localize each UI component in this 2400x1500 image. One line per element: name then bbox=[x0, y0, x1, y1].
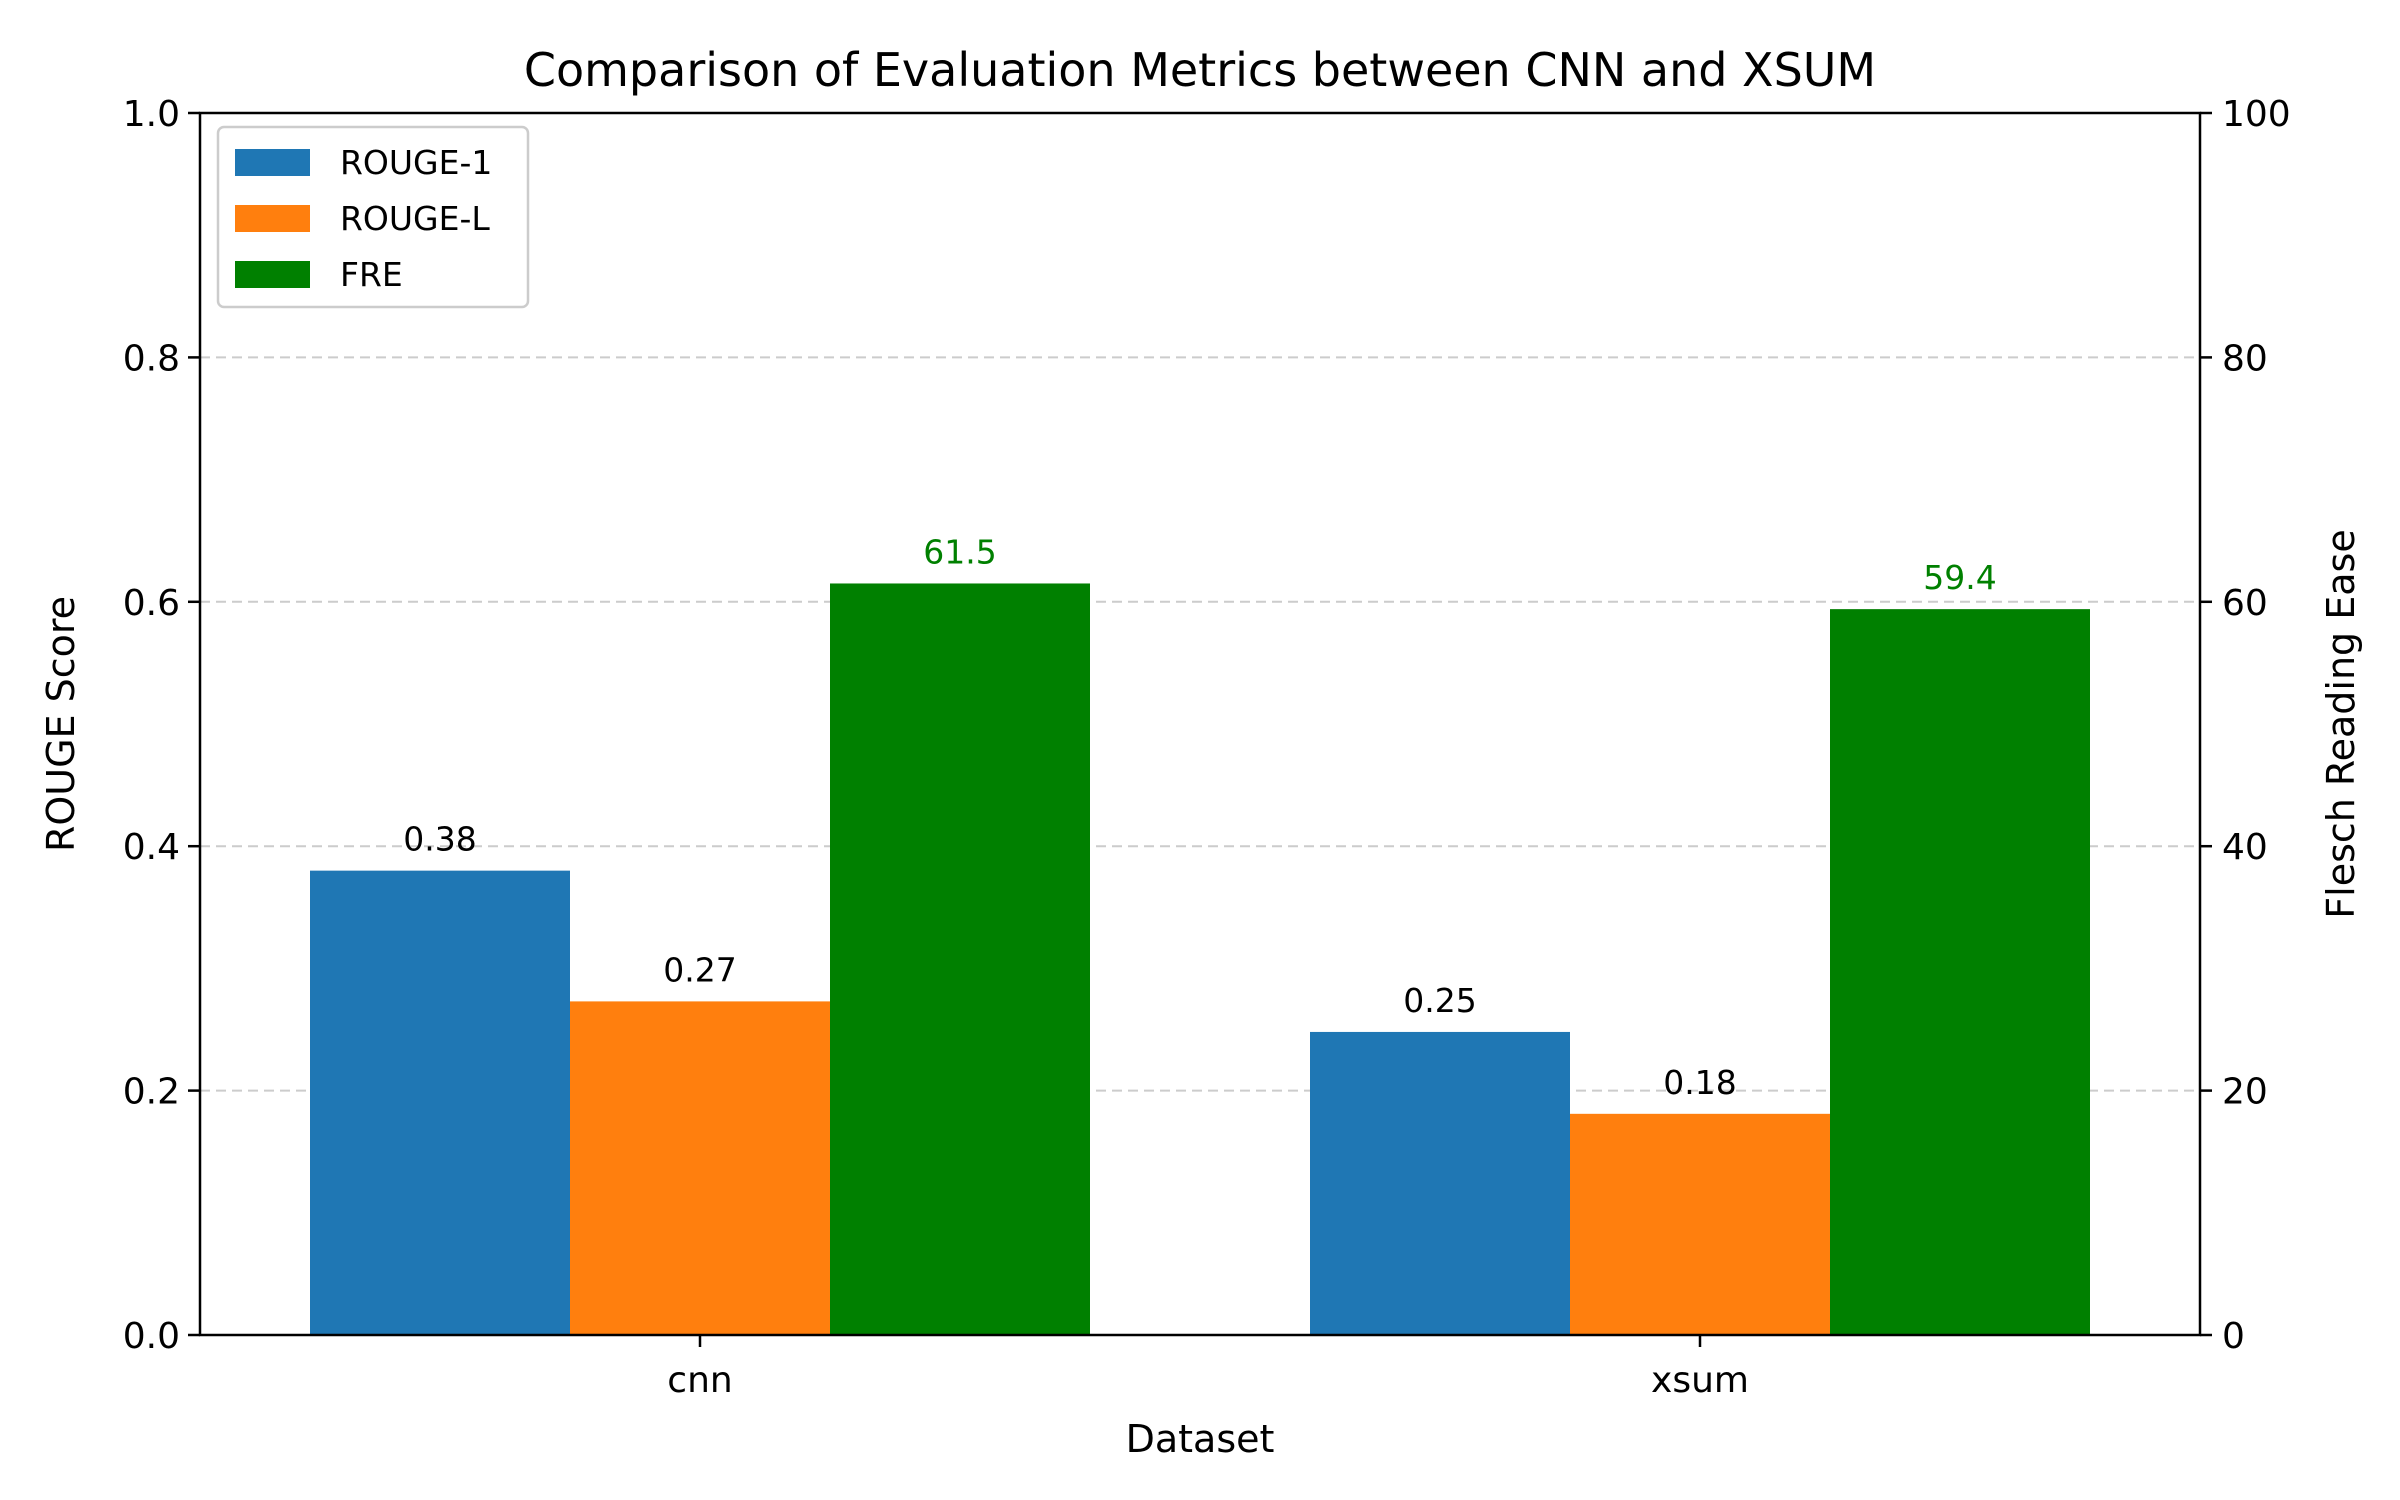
data-label: 0.27 bbox=[663, 950, 736, 989]
data-label: 61.5 bbox=[923, 532, 996, 571]
legend-swatch bbox=[235, 149, 310, 176]
data-label: 0.18 bbox=[1663, 1063, 1736, 1102]
data-label: 0.38 bbox=[403, 820, 476, 859]
x-tick-label: xsum bbox=[1651, 1360, 1749, 1401]
legend-swatch bbox=[235, 205, 310, 232]
data-label: 0.25 bbox=[1403, 981, 1476, 1020]
legend-swatch bbox=[235, 261, 310, 288]
x-tick-label: cnn bbox=[667, 1360, 732, 1401]
bar-rouge-l-xsum bbox=[1570, 1113, 1830, 1335]
y-tick-label: 0.8 bbox=[123, 338, 180, 379]
y-tick-label: 0.6 bbox=[123, 583, 180, 624]
bar-rouge-l-cnn bbox=[570, 1001, 830, 1335]
bar-fre-xsum bbox=[1830, 609, 2090, 1335]
y2-tick-label: 60 bbox=[2222, 583, 2268, 624]
y2-tick-label: 100 bbox=[2222, 94, 2291, 135]
chart-title: Comparison of Evaluation Metrics between… bbox=[524, 43, 1876, 97]
y-axis-label: ROUGE Score bbox=[39, 596, 83, 852]
y-tick-label: 0.0 bbox=[123, 1316, 180, 1357]
legend-label: ROUGE-L bbox=[340, 199, 490, 238]
y2-axis-label: Flesch Reading Ease bbox=[2319, 529, 2363, 918]
bar-rouge-1-xsum bbox=[1310, 1031, 1570, 1335]
y2-tick-label: 80 bbox=[2222, 338, 2268, 379]
plot-frame bbox=[198, 111, 2202, 1337]
y-tick-label: 0.2 bbox=[123, 1072, 180, 1113]
bar-fre-cnn bbox=[830, 583, 1090, 1335]
y-tick-label: 0.4 bbox=[123, 827, 180, 868]
legend-label: ROUGE-1 bbox=[340, 143, 492, 182]
y2-tick-label: 40 bbox=[2222, 827, 2268, 868]
plot-border bbox=[198, 111, 2202, 1337]
data-labels: 0.38 0.27 61.5 0.25 0.18 59.4 bbox=[403, 532, 1996, 1101]
y2-tick-label: 0 bbox=[2222, 1316, 2245, 1357]
data-label: 59.4 bbox=[1923, 558, 1996, 597]
bars bbox=[310, 583, 2090, 1335]
legend: ROUGE-1 ROUGE-L FRE bbox=[216, 125, 530, 309]
y2-tick-label: 20 bbox=[2222, 1072, 2268, 1113]
bar-rouge-1-cnn bbox=[310, 870, 570, 1335]
axis-ticks: 0.0 0.2 0.4 0.6 0.8 1.0 0 20 40 60 80 100 cnn xsum bbox=[123, 94, 2291, 1401]
x-axis-label: Dataset bbox=[1126, 1417, 1275, 1461]
legend-label: FRE bbox=[340, 255, 403, 294]
y-tick-label: 1.0 bbox=[123, 94, 180, 135]
